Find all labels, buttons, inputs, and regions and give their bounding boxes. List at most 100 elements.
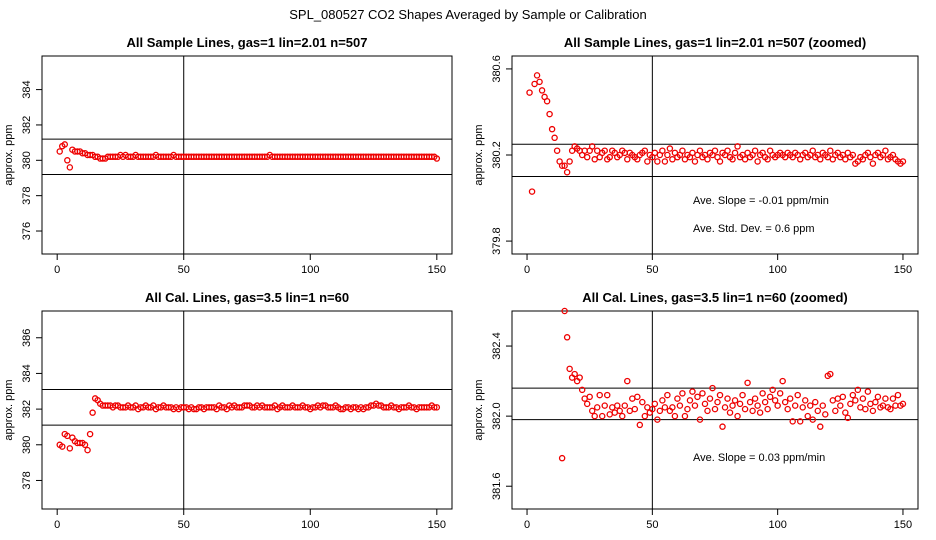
data-point	[558, 454, 566, 462]
data-point	[764, 156, 771, 163]
data-point	[616, 407, 624, 415]
data-point	[684, 405, 691, 413]
x-tick-label: 150	[428, 519, 446, 531]
data-point	[739, 391, 746, 399]
y-axis-label: approx. ppm	[473, 124, 485, 185]
data-point	[621, 402, 629, 409]
data-point	[704, 156, 711, 163]
data-point	[842, 409, 849, 416]
data-point	[601, 147, 608, 154]
data-point	[563, 168, 571, 176]
data-point	[636, 421, 644, 429]
data-point	[774, 402, 781, 409]
y-axis-label: approx. ppm	[473, 379, 485, 440]
data-point	[664, 151, 671, 159]
data-point	[526, 89, 533, 96]
data-point	[651, 400, 659, 408]
data-point	[56, 148, 63, 155]
x-tick-label: 100	[301, 519, 319, 531]
data-point	[666, 145, 674, 152]
data-point	[751, 395, 759, 402]
x-tick-label: 50	[646, 264, 658, 276]
data-point	[704, 407, 711, 415]
y-tick-label: 378	[21, 471, 33, 489]
data-point	[691, 158, 699, 165]
data-point	[874, 393, 882, 401]
x-tick-label: 100	[768, 264, 786, 276]
data-point	[832, 407, 839, 415]
y-tick-label: 382	[21, 400, 33, 418]
x-tick-label: 150	[894, 519, 912, 531]
data-point	[714, 398, 721, 406]
data-point	[576, 374, 583, 381]
data-point	[894, 391, 902, 399]
data-point	[598, 412, 606, 420]
data-point	[701, 400, 709, 408]
data-point	[631, 405, 639, 413]
data-point	[761, 398, 769, 406]
data-point	[899, 158, 907, 165]
data-point	[776, 390, 784, 397]
data-point	[561, 162, 568, 170]
data-point	[58, 443, 66, 450]
y-tick-label: 386	[21, 329, 33, 347]
plot-frame	[41, 310, 453, 510]
data-point	[634, 393, 641, 401]
data-point	[543, 97, 551, 105]
data-point	[681, 412, 689, 420]
data-point	[822, 411, 829, 418]
data-point	[744, 379, 751, 387]
x-tick-label: 50	[178, 264, 190, 276]
data-point	[696, 147, 704, 154]
data-point	[809, 147, 816, 154]
data-point	[731, 397, 739, 404]
data-point	[656, 407, 664, 415]
data-point	[869, 407, 877, 415]
data-point	[811, 398, 819, 406]
data-point	[696, 416, 704, 423]
data-point	[689, 388, 696, 395]
x-tick-label: 0	[524, 264, 530, 276]
data-point	[839, 393, 847, 401]
data-point	[799, 404, 806, 411]
y-tick-label: 382.0	[491, 402, 503, 430]
data-point	[66, 445, 74, 452]
data-point	[86, 430, 94, 438]
data-point	[869, 160, 877, 167]
data-point	[736, 400, 744, 408]
y-tick-label: 382	[21, 116, 33, 134]
data-point	[844, 414, 852, 422]
panel-sample-lines: All Sample Lines, gas=1 lin=2.01 n=507 0 5…	[3, 35, 453, 276]
data-point	[596, 391, 603, 399]
data-point	[571, 370, 578, 378]
data-point	[659, 397, 666, 404]
data-point	[578, 386, 586, 394]
data-point	[859, 395, 867, 402]
data-point	[603, 391, 611, 399]
x-tick-label: 50	[646, 519, 658, 531]
data-point	[561, 307, 568, 315]
data-point	[711, 147, 719, 154]
data-point	[699, 390, 706, 397]
y-tick-label: 376	[21, 222, 33, 240]
x-tick-label: 0	[54, 264, 60, 276]
data-point	[553, 147, 561, 154]
data-point	[731, 149, 739, 157]
data-point	[669, 404, 676, 411]
chart-title-cal-lines: All Cal. Lines, gas=3.5 lin=1 n=60	[145, 290, 349, 305]
data-point	[654, 416, 661, 423]
data-point	[754, 158, 761, 165]
y-tick-label: 384	[21, 364, 33, 382]
data-point	[664, 391, 671, 399]
data-point	[852, 397, 859, 404]
data-point	[639, 398, 646, 406]
data-point	[81, 441, 89, 449]
data-point	[899, 400, 907, 408]
y-tick-label: 380	[21, 436, 33, 454]
data-point	[583, 153, 591, 161]
data-point	[588, 407, 596, 415]
data-point	[661, 158, 669, 165]
data-point	[721, 404, 729, 411]
data-point	[548, 125, 556, 133]
